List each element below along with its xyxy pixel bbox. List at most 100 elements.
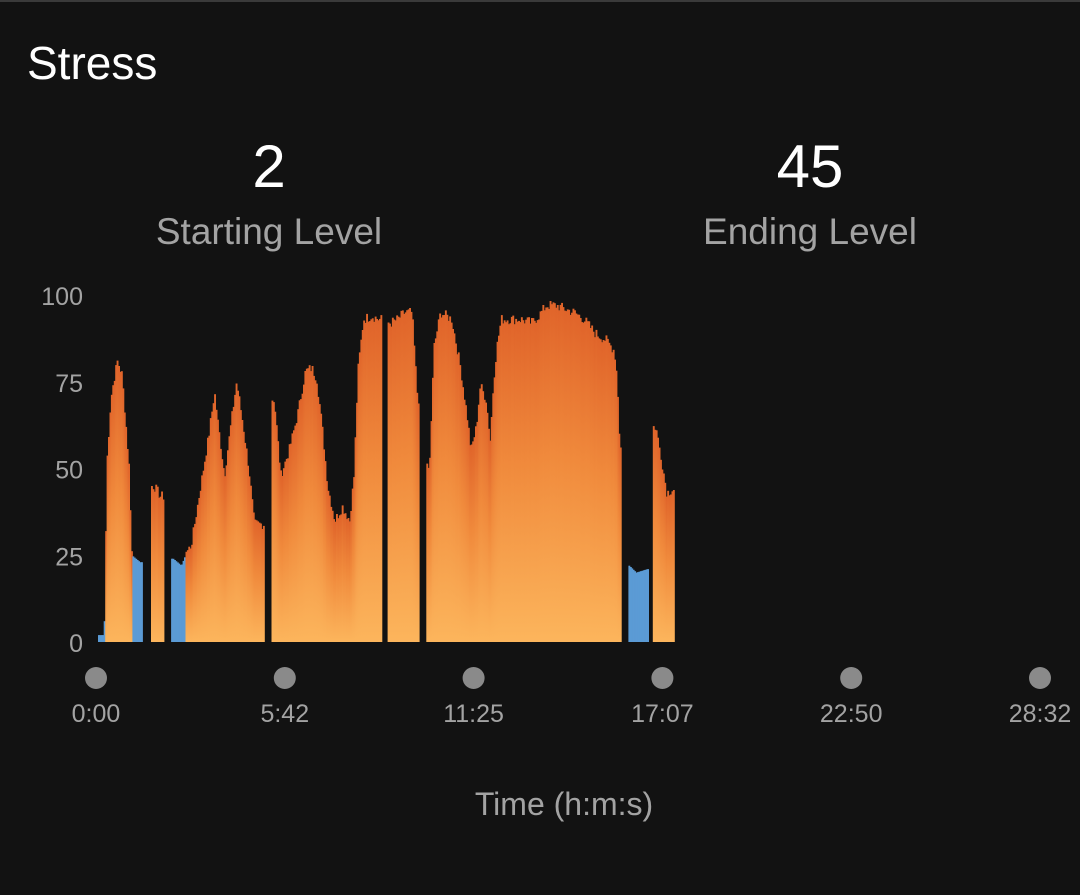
stress-bar <box>227 450 229 642</box>
stress-bar <box>284 461 287 642</box>
stress-bar <box>255 520 258 642</box>
stress-bar <box>533 320 536 642</box>
stress-bar <box>589 328 592 642</box>
stress-bar <box>310 371 313 642</box>
stress-bar <box>242 431 245 642</box>
stress-bar <box>619 447 622 642</box>
stress-bar <box>194 523 196 642</box>
stress-bar <box>462 387 464 642</box>
stress-bar <box>198 498 201 642</box>
stress-bar <box>327 490 330 642</box>
stress-bar <box>476 421 479 642</box>
stress-bar <box>639 571 642 642</box>
stress-bar <box>404 312 407 642</box>
stress-bar <box>614 359 616 642</box>
stress-bar <box>348 521 351 642</box>
stress-bar <box>211 411 214 642</box>
stress-bar <box>608 342 611 642</box>
stress-bar <box>531 318 533 642</box>
stress-bar <box>629 567 632 642</box>
stress-bar <box>410 311 413 642</box>
stress-bar <box>337 518 340 642</box>
stress-bar <box>285 458 288 642</box>
stress-bar <box>280 470 282 642</box>
stress-bar <box>175 561 178 642</box>
stress-bar <box>566 309 569 642</box>
stress-bar <box>290 443 292 642</box>
stress-bar <box>248 476 251 642</box>
stress-bar <box>369 321 371 642</box>
stress-bar <box>634 571 637 642</box>
stress-bar <box>98 635 100 642</box>
stress-bar <box>611 352 614 642</box>
stress-bar <box>499 325 502 642</box>
stress-bar <box>244 442 247 642</box>
stress-bar <box>505 322 508 642</box>
stress-bar <box>141 562 143 642</box>
stress-bar <box>122 388 125 642</box>
stress-bar <box>311 366 314 642</box>
stress-bar <box>181 564 184 642</box>
stress-bar <box>489 440 492 642</box>
x-tick-label: 22:50 <box>820 700 883 728</box>
stress-bar <box>671 491 674 642</box>
stress-bar <box>427 467 430 642</box>
stress-bar <box>351 488 354 642</box>
stress-bar <box>455 343 457 642</box>
stress-bar <box>131 551 133 642</box>
y-axis-ticks: 0 25 50 75 100 <box>41 283 83 658</box>
stress-bar <box>297 409 300 642</box>
stress-bar <box>391 317 394 642</box>
stress-bar <box>591 325 594 642</box>
stress-bar <box>436 331 439 642</box>
stress-bar <box>357 363 360 642</box>
stress-bar <box>120 371 123 642</box>
stress-bar <box>581 322 583 642</box>
stress-bar <box>377 320 380 642</box>
stress-bar <box>397 316 400 642</box>
stress-bar <box>467 427 470 642</box>
stress-bar <box>562 307 565 642</box>
stress-bar <box>604 340 606 642</box>
stress-bars <box>98 301 675 642</box>
stress-bar <box>414 366 417 642</box>
stress-bar <box>232 406 235 642</box>
stress-bar <box>631 568 634 642</box>
stress-bar <box>158 497 161 642</box>
stress-bar <box>430 421 433 642</box>
stress-bar <box>370 319 373 642</box>
stress-bar <box>582 322 585 642</box>
stress-bar <box>498 335 500 642</box>
stress-bar <box>317 396 320 642</box>
stress-bar <box>361 330 364 642</box>
stress-bar <box>282 468 285 642</box>
stress-bar <box>191 544 194 642</box>
stress-bar <box>341 505 344 642</box>
stress-bar <box>364 322 367 642</box>
stress-bar <box>502 323 505 642</box>
stress-bar <box>156 486 159 642</box>
stress-bar <box>665 496 668 642</box>
stress-bar <box>139 562 142 642</box>
stress-bar <box>545 307 548 642</box>
stress-bar <box>510 316 513 642</box>
stress-bar <box>221 459 224 642</box>
stress-bar <box>324 461 327 642</box>
stress-bar <box>440 317 443 642</box>
stress-bar <box>563 310 566 642</box>
y-tick-label: 100 <box>41 283 83 311</box>
stress-bar <box>606 338 609 642</box>
stress-bar <box>568 309 571 642</box>
stress-bar <box>668 495 671 642</box>
stress-bar <box>393 319 396 642</box>
stress-bar <box>182 560 185 642</box>
starting-level-label: Starting Level <box>155 211 383 252</box>
stress-bar <box>195 517 198 642</box>
stress-bar <box>601 342 604 642</box>
stress-bar <box>532 318 535 642</box>
stress-bar <box>518 320 520 642</box>
stress-bar <box>229 425 232 642</box>
stress-bar <box>328 495 331 642</box>
stress-bar <box>595 329 598 642</box>
stress-bar <box>325 481 328 642</box>
